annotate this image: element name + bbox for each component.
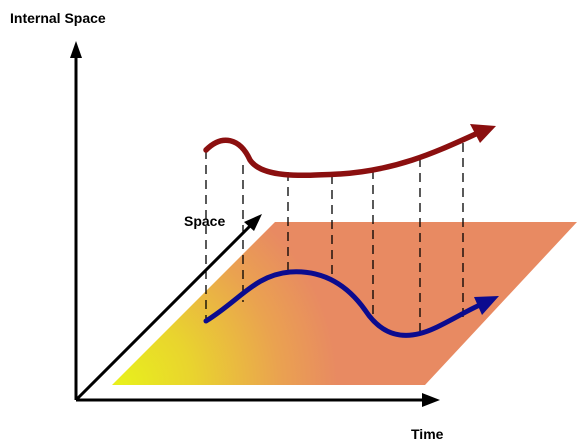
depth-axis xyxy=(74,219,257,402)
base-plane xyxy=(112,222,577,385)
lower-curve-arrowhead xyxy=(474,296,499,315)
upper-curve xyxy=(203,130,481,179)
time-label: Time xyxy=(411,426,444,442)
axes xyxy=(74,50,432,402)
upper-curve-arrowhead xyxy=(470,124,496,143)
horizontal-axis-arrowhead xyxy=(422,393,440,407)
internal-space-label: Internal Space xyxy=(10,10,106,26)
vertical-axis-arrowhead xyxy=(70,41,82,58)
depth-axis-arrowhead xyxy=(244,214,262,231)
space-label: Space xyxy=(184,213,226,229)
lower-curve xyxy=(203,269,485,338)
